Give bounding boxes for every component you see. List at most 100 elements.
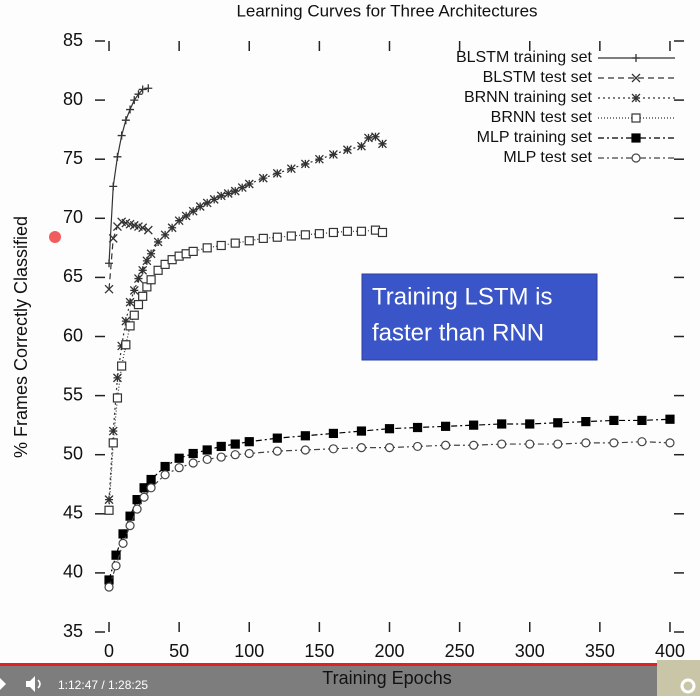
point-marker xyxy=(314,154,324,164)
point-marker xyxy=(174,463,184,473)
point-marker xyxy=(174,453,184,463)
point-marker xyxy=(237,183,247,193)
annotation-text: Training LSTM is xyxy=(372,283,553,310)
point-marker xyxy=(216,240,226,251)
point-marker xyxy=(328,150,338,159)
point-marker xyxy=(160,230,170,240)
point-marker xyxy=(244,236,254,246)
point-marker xyxy=(553,439,563,449)
point-marker xyxy=(342,226,353,236)
point-marker xyxy=(146,249,156,259)
point-marker xyxy=(202,198,212,208)
point-marker xyxy=(146,474,156,485)
legend-label: BRNN training set xyxy=(464,89,593,106)
y-tick-label: 60 xyxy=(63,325,83,345)
point-marker xyxy=(108,233,118,243)
point-marker xyxy=(356,426,367,436)
point-marker xyxy=(272,232,282,242)
legend-marker xyxy=(631,93,641,103)
point-marker xyxy=(126,105,135,114)
point-marker xyxy=(342,145,352,155)
legend-marker xyxy=(631,113,641,123)
point-marker xyxy=(113,152,122,161)
series-line xyxy=(108,87,149,264)
point-marker xyxy=(195,202,205,211)
point-marker xyxy=(142,256,152,266)
x-tick-label: 150 xyxy=(304,641,334,661)
point-marker xyxy=(314,229,324,239)
point-marker xyxy=(129,285,139,295)
point-marker xyxy=(188,246,198,256)
point-marker xyxy=(138,291,148,301)
player-bar[interactable] xyxy=(0,664,700,696)
point-marker xyxy=(244,179,254,189)
point-marker xyxy=(125,297,135,307)
point-marker xyxy=(202,445,212,455)
point-marker xyxy=(412,441,423,452)
point-marker xyxy=(174,216,184,226)
point-marker xyxy=(118,529,128,539)
point-marker xyxy=(286,164,296,174)
legend-marker xyxy=(631,153,641,163)
plot-area: 35 40 45 50 55 60 65 70 75 80 85 0 50 100 150 200 250 300… xyxy=(63,30,685,661)
point-marker xyxy=(328,227,339,238)
point-marker xyxy=(117,361,127,371)
x-tick-label: 50 xyxy=(169,641,189,661)
point-marker xyxy=(230,186,240,196)
point-marker xyxy=(216,441,226,452)
volume-button[interactable] xyxy=(26,676,41,692)
point-marker xyxy=(153,237,163,247)
chart-title: Learning Curves for Three Architectures xyxy=(236,1,537,20)
point-marker xyxy=(109,182,118,191)
settings-button[interactable] xyxy=(680,678,696,694)
point-marker xyxy=(581,417,591,427)
point-marker xyxy=(356,141,366,151)
y-tick-label: 40 xyxy=(63,562,83,582)
x-tick-label: 100 xyxy=(234,641,264,661)
point-marker xyxy=(364,133,373,143)
play-button[interactable] xyxy=(0,678,6,690)
point-marker xyxy=(244,437,254,447)
progress-bar[interactable] xyxy=(0,663,660,666)
point-marker xyxy=(377,227,388,238)
point-marker xyxy=(105,259,114,268)
y-tick-label: 75 xyxy=(63,148,83,168)
point-marker xyxy=(230,450,240,460)
point-marker xyxy=(104,495,114,505)
point-marker xyxy=(665,438,675,448)
point-marker xyxy=(216,191,226,201)
point-marker xyxy=(160,461,170,472)
y-tick-label: 85 xyxy=(63,30,83,50)
x-tick-label: 250 xyxy=(445,641,475,661)
point-marker xyxy=(328,444,339,454)
point-marker xyxy=(160,470,170,480)
point-marker xyxy=(130,96,139,105)
point-marker xyxy=(134,90,143,99)
point-marker xyxy=(112,373,122,383)
point-marker xyxy=(440,421,451,431)
point-marker xyxy=(258,233,268,243)
point-marker xyxy=(300,445,310,455)
point-marker xyxy=(133,299,144,310)
point-marker xyxy=(104,582,114,592)
point-marker xyxy=(412,422,423,433)
point-marker xyxy=(153,265,163,275)
point-marker xyxy=(146,275,156,285)
point-marker xyxy=(356,226,367,236)
point-marker xyxy=(300,159,310,169)
point-marker xyxy=(525,439,535,449)
point-marker xyxy=(104,505,114,515)
point-marker xyxy=(258,173,268,183)
point-marker xyxy=(144,84,153,93)
point-marker xyxy=(125,521,135,531)
point-marker xyxy=(553,418,563,428)
x-tick-label: 200 xyxy=(374,641,404,661)
x-tick-label: 0 xyxy=(104,641,114,661)
point-marker xyxy=(469,440,479,450)
point-marker xyxy=(328,428,339,439)
point-marker xyxy=(121,116,130,125)
point-marker xyxy=(209,194,219,204)
legend-label: BLSTM training set xyxy=(456,49,593,66)
point-marker xyxy=(581,438,591,448)
